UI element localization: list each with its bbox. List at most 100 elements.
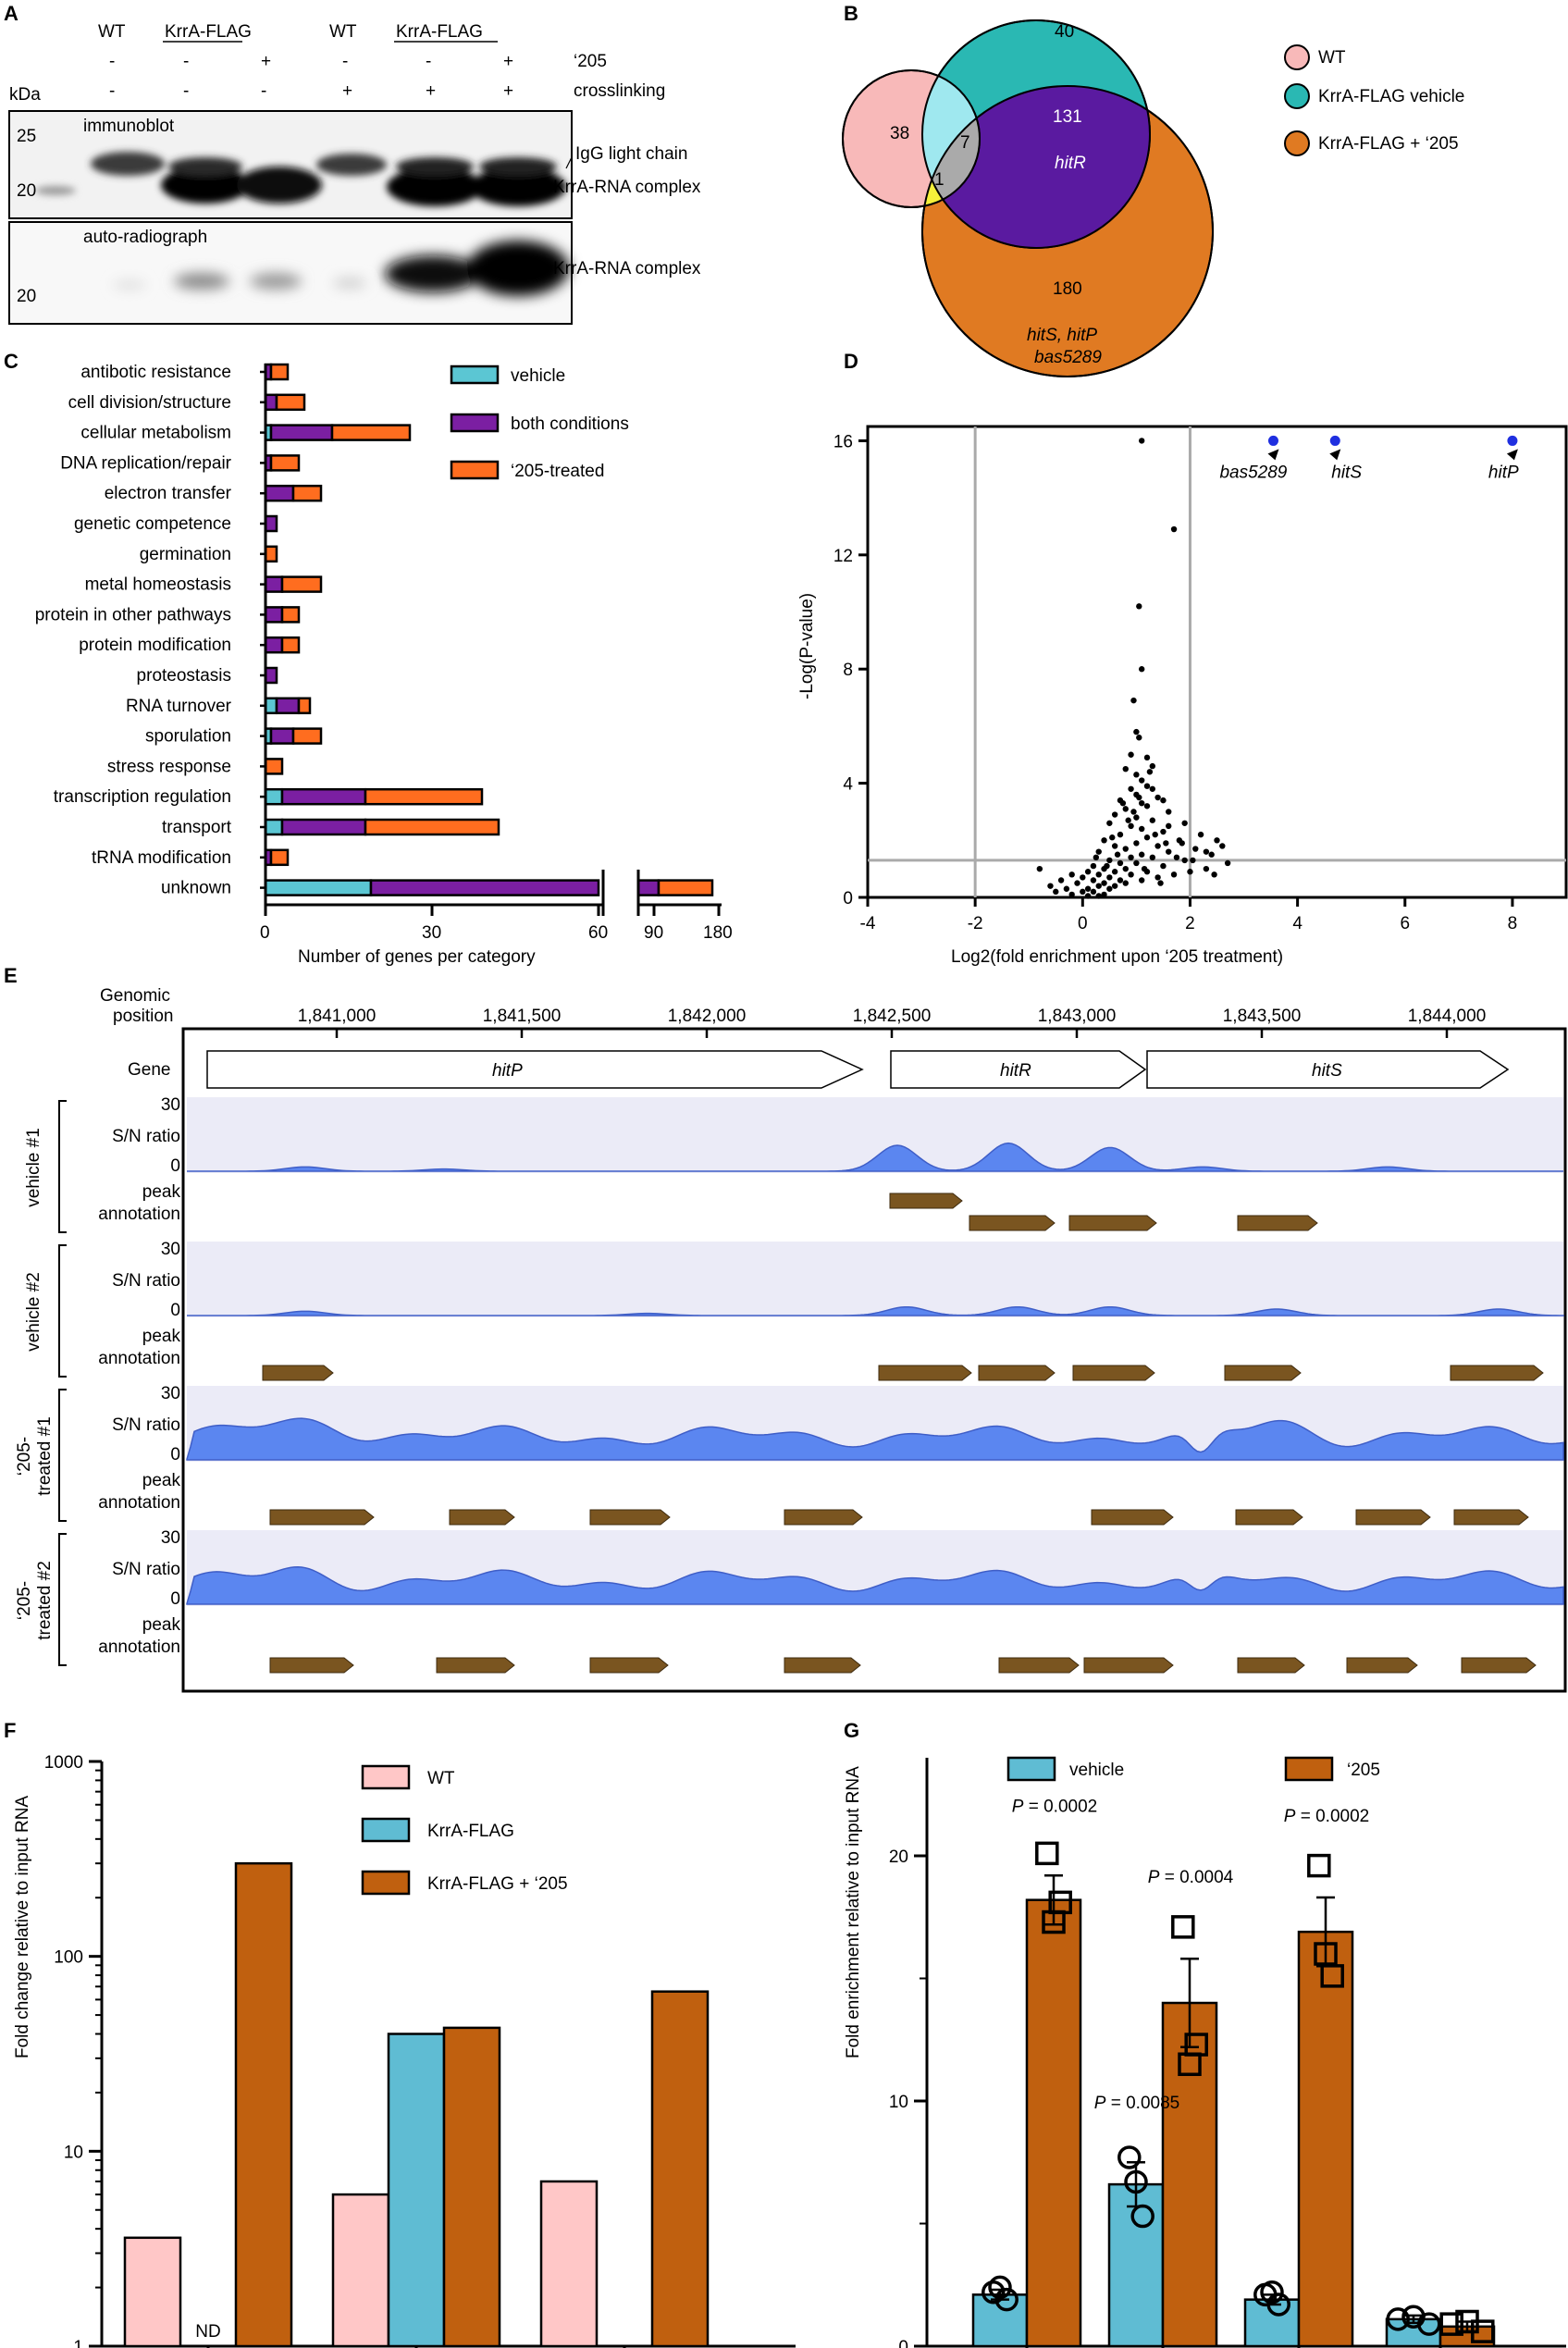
d-point — [1163, 840, 1169, 847]
e-peak-annotation — [1355, 1509, 1431, 1526]
bar-treated — [280, 575, 323, 593]
d-label-hitS: hitS — [1331, 463, 1362, 482]
d-point — [1173, 854, 1180, 861]
immunoblot-bands — [35, 152, 566, 206]
venn-gene-hitr: hitR — [1055, 154, 1086, 173]
d-point — [1095, 848, 1102, 855]
category-label: RNA turnover — [126, 697, 232, 716]
d-point — [1128, 751, 1134, 758]
c-tick-30: 30 — [422, 923, 441, 943]
d-label-hitP: hitP — [1488, 463, 1519, 482]
e-peak-label-1: peak — [142, 1615, 181, 1635]
e-peak-annotation — [269, 1509, 375, 1526]
d-scatter-points — [1036, 438, 1231, 899]
d-point — [1160, 862, 1167, 870]
e-peak-annotation — [436, 1657, 515, 1674]
g-ytick-label: 20 — [889, 1848, 908, 1867]
d-point — [1219, 843, 1226, 849]
c-axes: 0 30 60 90 180 Number of genes per categ… — [260, 364, 733, 967]
bar-both — [269, 424, 334, 441]
d-point — [1138, 825, 1145, 833]
e-peak-annotation — [1083, 1657, 1174, 1674]
d-point — [1187, 869, 1193, 875]
e-group-label: vehicle #1 — [24, 1128, 43, 1207]
bar-both — [269, 727, 295, 745]
e-group-bracket — [58, 1533, 67, 1666]
d-point — [1109, 834, 1116, 841]
d-highlight-hitS — [1329, 435, 1340, 446]
d-xtick-label: 2 — [1185, 914, 1195, 933]
d-point — [1149, 785, 1156, 792]
d-point — [1143, 754, 1151, 761]
bar-treated — [275, 393, 306, 412]
g-point-vehicle — [1386, 2307, 1410, 2331]
d-point — [1181, 857, 1188, 864]
legend-vehicle: KrrA-FLAG vehicle — [1318, 87, 1464, 106]
e-genomic-position-1: Genomic — [100, 986, 170, 1006]
e-peak-annotation — [1068, 1215, 1157, 1231]
d-guides — [868, 426, 1566, 897]
d-point — [1111, 869, 1118, 875]
d-point — [1224, 859, 1231, 867]
category-label: cell division/structure — [68, 393, 231, 413]
category-label: sporulation — [145, 727, 231, 747]
d-arrow-bas5289 — [1267, 449, 1279, 461]
f-ylabel: Fold change relative to input RNA — [13, 1796, 32, 2058]
c-legend-swatch-treated — [450, 460, 500, 480]
d-point — [1101, 891, 1107, 898]
d-point — [1208, 851, 1215, 858]
e-group-bracket — [58, 1389, 67, 1522]
panel-e: E Genomic position 1,841,000 1,841,500 1,8… — [4, 964, 1567, 1693]
d-point — [1133, 859, 1140, 867]
d-point — [1106, 857, 1113, 864]
category-label: protein in other pathways — [35, 605, 231, 624]
d-point — [1063, 885, 1070, 892]
e-peak-label-2: annotation — [98, 1637, 180, 1657]
g-pvalue-rest: = 0.0002 — [1023, 1797, 1097, 1816]
e-ratio-label: S/N ratio — [112, 1415, 180, 1435]
category-label: proteostasis — [137, 666, 231, 686]
e-peak-annotation — [1072, 1365, 1155, 1381]
c-tick-180: 180 — [703, 923, 733, 943]
g-pvalue-rest: = 0.0004 — [1159, 1868, 1233, 1887]
d-point — [1141, 865, 1148, 872]
f-ytick-label: 10 — [64, 2143, 83, 2162]
d-point — [1192, 846, 1199, 852]
panel-c: C antibotic resistance cell division/stru… — [4, 350, 733, 967]
bar-treated — [280, 606, 301, 624]
d-point — [1106, 820, 1113, 826]
bar-treated — [291, 484, 323, 502]
category-label: germination — [140, 545, 231, 564]
e-position-label: 1,843,000 — [1038, 1007, 1117, 1026]
col-label-krra-2: KrrA-FLAG — [396, 22, 483, 42]
d-point — [1154, 843, 1161, 849]
e-ymax-label: 30 — [161, 1095, 180, 1115]
e-position-label: 1,841,000 — [298, 1007, 377, 1026]
d-point — [1114, 851, 1121, 858]
bar-both — [264, 636, 284, 654]
legend-swatch-wt — [1284, 44, 1310, 70]
bar-vehicle — [264, 818, 284, 836]
d-point — [1090, 888, 1097, 896]
d-point — [1143, 783, 1151, 789]
g-pvalue-2: P = 0.0002 — [1284, 1807, 1369, 1826]
g-legend-swatch-vehicle — [1006, 1756, 1056, 1782]
e-ratio-label: S/N ratio — [112, 1271, 180, 1291]
g-bar-hitP-1 — [1025, 1898, 1082, 2348]
d-point — [1080, 888, 1086, 896]
d-point — [1084, 885, 1092, 892]
panel-d: D bas5289 hitS hitP -4 -2 0 2 4 6 8 0 4 8 12 16 -Log(… — [797, 350, 1568, 967]
d-point — [1047, 883, 1054, 889]
c-tick-0: 0 — [260, 923, 270, 943]
e-signal-1 — [187, 1142, 1563, 1172]
category-label: genetic competence — [74, 514, 231, 534]
f-legend-swatch-treated — [361, 1870, 411, 1896]
d-point — [1138, 777, 1145, 784]
e-group-label-line2: treated #1 — [35, 1416, 55, 1496]
d-highlight-points: bas5289 hitS hitP — [1219, 435, 1519, 482]
venn-gene-hits-hitp: hitS, hitP — [1027, 326, 1097, 345]
row-205-2: - — [183, 52, 189, 71]
e-position-label: 1,842,500 — [853, 1007, 932, 1026]
